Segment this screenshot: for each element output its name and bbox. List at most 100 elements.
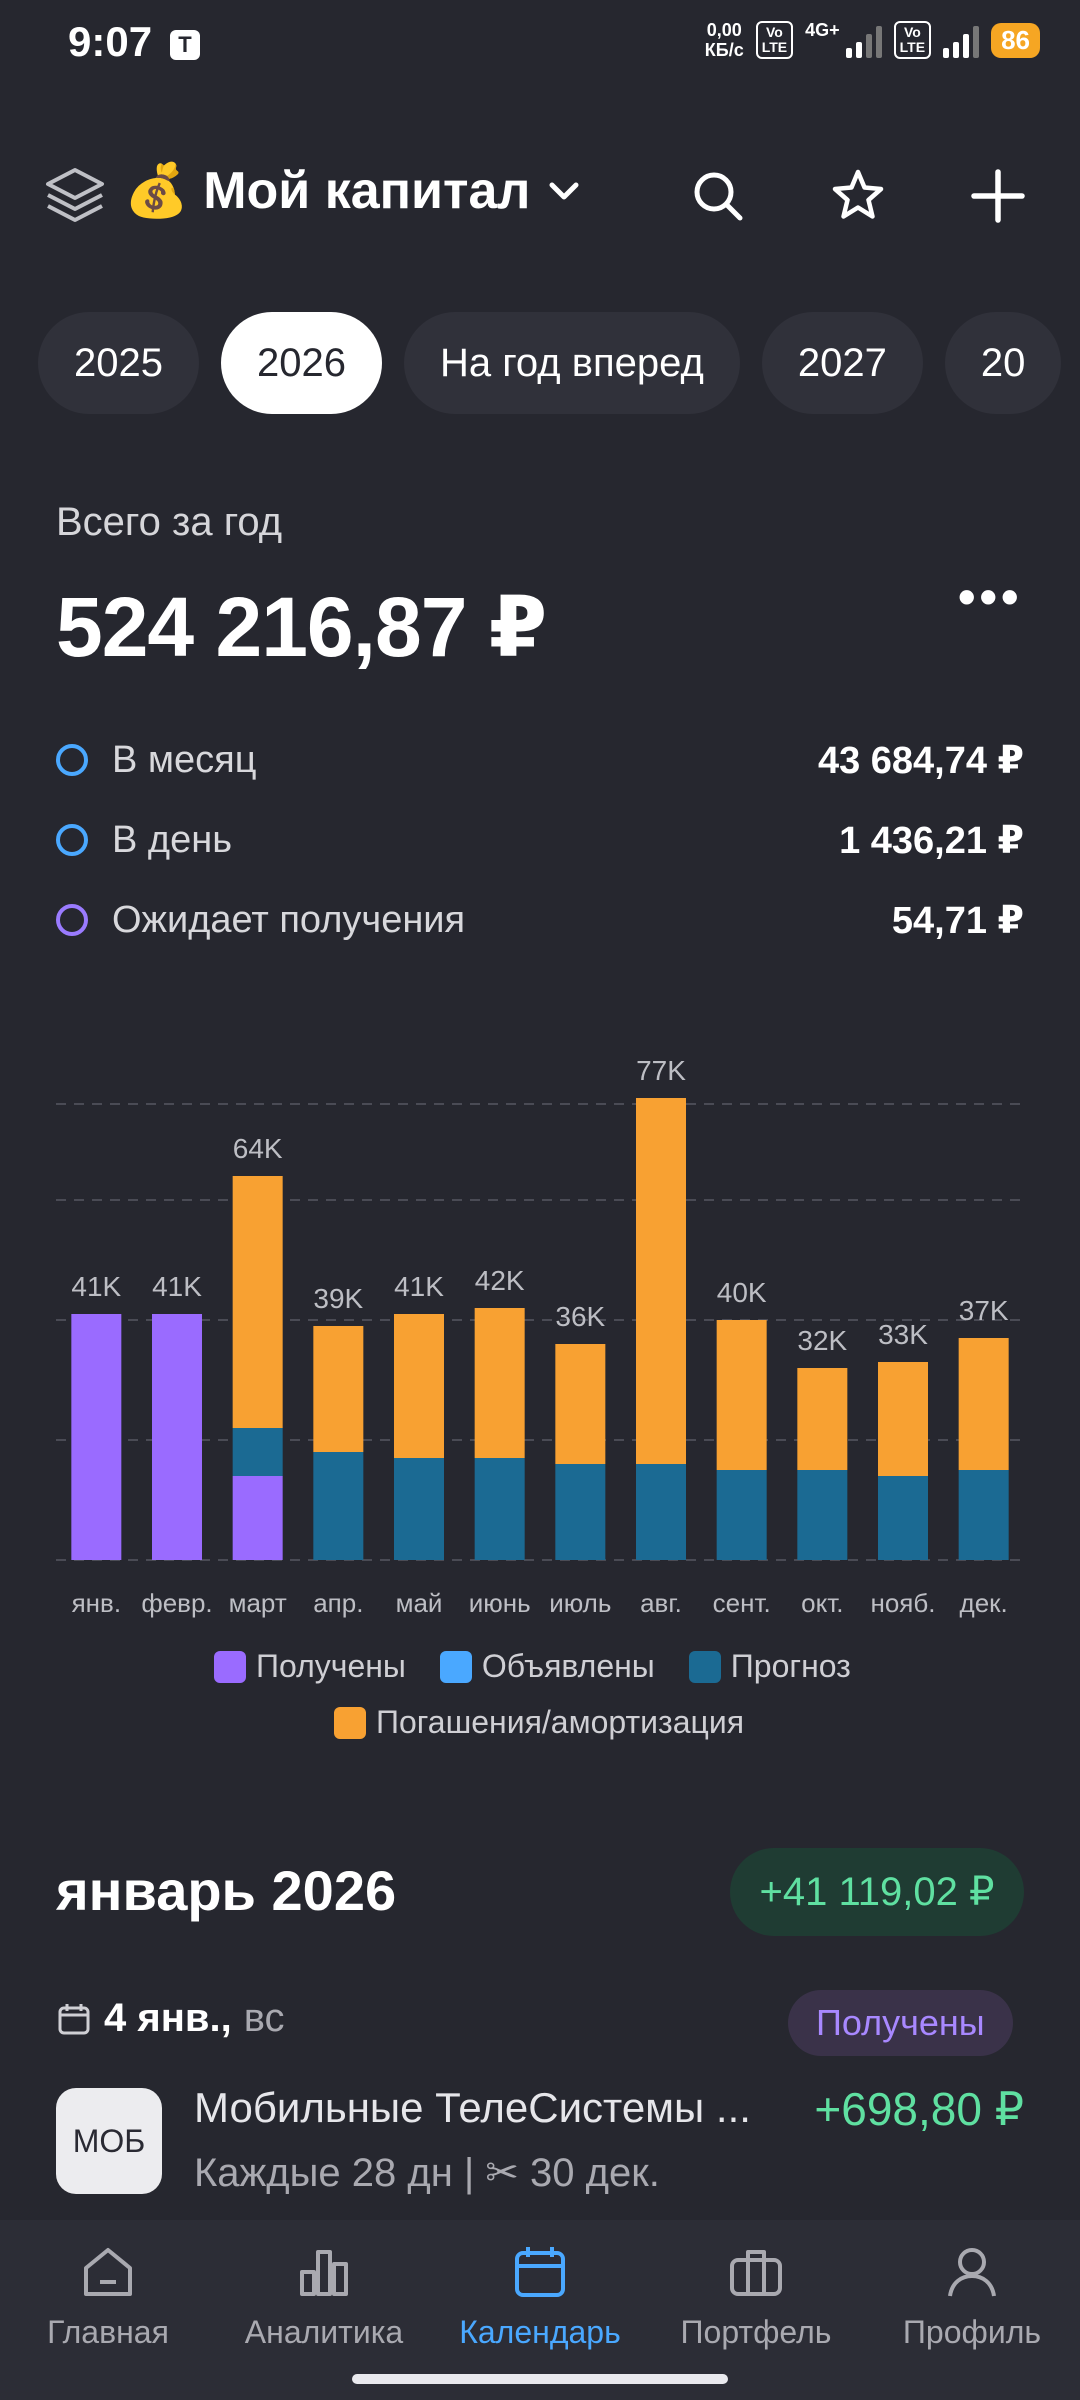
portfolio-title: 💰 Мой капитал [124,162,531,220]
bar-segment[interactable] [878,1362,928,1476]
search-icon[interactable] [688,166,748,226]
bar-value-label: 33K [878,1319,928,1350]
month-title: январь 2026 [56,1859,397,1922]
signal-icon-2 [943,22,980,58]
chevron-down-icon [549,182,579,199]
tab-year-next[interactable]: 20 [944,312,1062,414]
monthly-income-chart: 41K янв. 41K февр. 64K март 39K апр. 41K май 42K ию… [56,1055,1024,1618]
bar-segment[interactable] [636,1098,686,1464]
status-badge: Получены [788,1990,1013,2056]
notification-icon: T [170,30,200,60]
bar-segment[interactable] [394,1458,444,1560]
x-tick-label: июль [549,1588,611,1618]
bar-segment[interactable] [716,1470,767,1560]
bar-segment[interactable] [232,1476,283,1560]
volte-icon: Vo LTE [755,21,794,59]
event-schedule: Каждые 28 дн | ✂ 30 дек. [194,2151,660,2195]
bar-segment[interactable] [555,1464,606,1560]
nav-home[interactable]: Главная [0,2220,216,2400]
bottom-navigation: Главная Аналитика Календарь Портфель Про… [0,2220,1080,2400]
layers-icon[interactable] [42,162,108,228]
nav-calendar[interactable]: Календарь [432,2220,648,2400]
bar-value-label: 41K [71,1271,121,1302]
profile-icon [948,2248,996,2297]
portfolio-selector[interactable]: 💰 Мой капитал [124,160,584,221]
legend-item-received: Получены [214,1648,406,1685]
year-tabs: 2025 2026 На год вперед 2027 20 [38,312,1062,414]
tab-year-2025[interactable]: 2025 [38,312,199,414]
bar-segment[interactable] [797,1368,848,1470]
bar-segment[interactable] [152,1314,202,1560]
bar-segment[interactable] [394,1314,444,1458]
bar-value-label: 32K [797,1325,847,1356]
chart-legend-row2: Погашения/амортизация [334,1704,744,1741]
x-tick-label: нояб. [870,1588,935,1618]
event-weekday: вс [243,1996,285,2040]
volte-icon-2: Vo LTE [893,21,932,59]
bar-value-label: 39K [313,1283,363,1314]
x-tick-label: окт. [801,1588,843,1618]
bar-value-label: 40K [717,1277,767,1308]
bar-segment[interactable] [232,1428,283,1476]
tab-year-2026[interactable]: 2026 [220,312,382,414]
bar-segment[interactable] [878,1476,928,1560]
x-tick-label: март [229,1588,287,1618]
x-tick-label: май [396,1588,443,1618]
bar-value-label: 41K [152,1271,202,1302]
x-tick-label: февр. [141,1588,212,1618]
nav-profile[interactable]: Профиль [864,2220,1080,2400]
bar-segment[interactable] [474,1458,525,1560]
bar-segment[interactable] [636,1464,686,1560]
event-amount: +698,80 ₽ [814,2083,1024,2135]
plus-icon[interactable] [968,166,1028,226]
nav-portfolio[interactable]: Портфель [648,2220,864,2400]
calendar-small-icon [58,2003,90,2034]
event-date-row: 4 янв., вс [56,1996,285,2041]
total-value: 524 216,87 ₽ [56,580,547,674]
x-tick-label: янв. [72,1588,121,1618]
bar-segment[interactable] [313,1452,364,1560]
analytics-icon [300,2250,348,2296]
bar-segment[interactable] [71,1314,122,1560]
briefcase-icon [730,2250,782,2296]
home-icon [84,2248,132,2296]
bar-value-label: 41K [394,1271,444,1302]
legend-item-declared: Объявлены [439,1648,655,1685]
x-tick-label: авг. [640,1588,682,1618]
ticker-logo: МОБ [56,2088,162,2194]
bar-segment[interactable] [797,1470,848,1560]
status-time: 9:07 [68,18,153,65]
bar-segment[interactable] [716,1320,767,1470]
bar-value-label: 36K [555,1301,605,1332]
bar-segment[interactable] [555,1344,606,1464]
tab-year-2027[interactable]: 2027 [761,312,923,414]
legend-item-redemption: Погашения/амортизация [334,1704,744,1741]
bar-segment[interactable] [474,1308,525,1458]
network-speed: 0,00 КБ/с [704,20,744,60]
bar-value-label: 42K [475,1265,525,1296]
x-tick-label: июнь [469,1588,531,1618]
summary-row-day: В день 1 436,21 ₽ [56,810,1024,870]
summary-row-pending: Ожидает получения 54,71 ₽ [56,890,1024,950]
bar-segment[interactable] [958,1470,1009,1560]
bar-segment[interactable] [313,1326,364,1452]
bar-value-label: 64K [233,1133,283,1164]
bar-segment[interactable] [958,1338,1009,1470]
tab-year-ahead[interactable]: На год вперед [403,312,740,414]
chart-legend: Получены Объявлены Прогноз [214,1648,851,1685]
ring-icon [56,744,88,776]
ring-icon [56,904,88,936]
bar-segment[interactable] [232,1176,283,1428]
event-name[interactable]: Мобильные ТелеСистемы ... [194,2084,751,2131]
more-options-icon[interactable]: ••• [958,569,1023,625]
calendar-icon [515,2247,565,2297]
status-indicators: 0,00 КБ/с Vo LTE 4G+ Vo LTE 86 [705,20,1040,60]
ring-icon [56,824,88,856]
bar-value-label: 37K [959,1295,1009,1326]
star-icon[interactable] [828,166,888,226]
total-label: Всего за год [56,500,283,544]
nav-analytics[interactable]: Аналитика [216,2220,432,2400]
battery-indicator: 86 [991,22,1040,58]
home-indicator[interactable] [352,2374,728,2384]
x-tick-label: сент. [713,1588,771,1618]
